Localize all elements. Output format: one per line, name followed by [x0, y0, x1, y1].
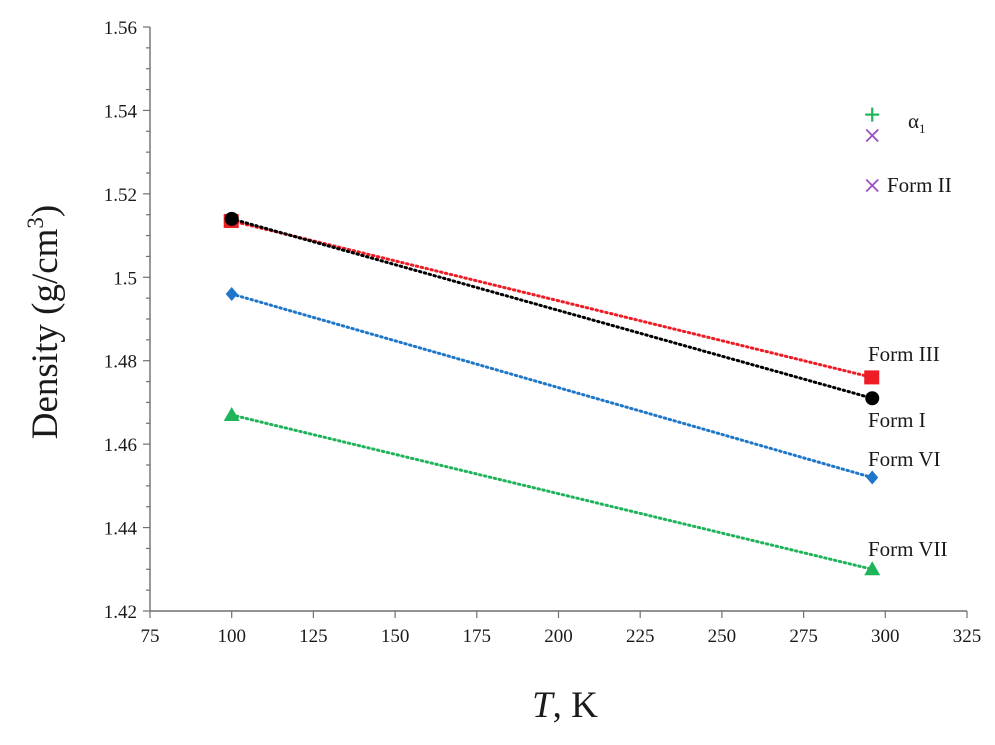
- data-point-diamond: [225, 286, 238, 301]
- series-label-alpha1: α1: [908, 109, 926, 136]
- x-tick-label: 175: [463, 626, 492, 647]
- y-tick-label: 1.44: [104, 519, 138, 540]
- x-tick-label: 325: [953, 626, 982, 647]
- data-point-x: [865, 178, 879, 193]
- data-point-x: [865, 128, 879, 143]
- x-tick-label: 150: [381, 626, 410, 647]
- x-ticks: 75 100 125 150 175 200 225 250 275 300 325: [141, 611, 982, 647]
- series-label-form-iii: Form III: [868, 342, 940, 366]
- plot-lines: [230, 217, 874, 571]
- y-tick-label: 1.54: [104, 101, 138, 122]
- series-line-3: [230, 413, 874, 571]
- series-line-1: [230, 217, 874, 400]
- y-tick-label: 1.56: [104, 18, 137, 39]
- plot-markers: [223, 107, 881, 576]
- series-label-form-ii: Form II: [887, 173, 952, 197]
- x-tick-label: 200: [544, 626, 573, 647]
- data-point-plus: [865, 107, 880, 122]
- x-tick-label: 75: [141, 626, 160, 647]
- x-tick-label: 125: [299, 626, 328, 647]
- x-tick-label: 250: [708, 626, 737, 647]
- y-tick-label: 1.42: [104, 602, 137, 623]
- x-tick-label: 275: [789, 626, 818, 647]
- data-point-diamond: [866, 470, 879, 485]
- y-tick-label: 1.48: [104, 352, 137, 373]
- series-labels: α1 Form II Form III Form I Form VI Form …: [868, 109, 952, 561]
- data-point-circle: [224, 211, 239, 226]
- series-line-2: [230, 292, 874, 480]
- series-line-0: [230, 219, 874, 379]
- series-label-form-vi: Form VI: [868, 447, 941, 471]
- axes: [149, 27, 967, 612]
- x-axis-title: T, K: [532, 685, 598, 726]
- data-point-triangle: [223, 406, 240, 421]
- y-tick-label: 1.46: [104, 435, 137, 456]
- x-tick-label: 300: [871, 626, 900, 647]
- x-tick-label: 225: [626, 626, 655, 647]
- x-tick-label: 100: [217, 626, 246, 647]
- y-ticks: 1.42 1.44 1.46 1.48 1.5 1.52 1.54 1.56: [104, 18, 150, 623]
- data-point-triangle: [864, 561, 881, 576]
- data-point-circle: [865, 391, 880, 406]
- y-tick-label: 1.5: [113, 268, 137, 289]
- series-label-form-i: Form I: [868, 408, 926, 432]
- series-label-form-vii: Form VII: [868, 537, 948, 561]
- data-point-square: [864, 370, 880, 385]
- y-tick-label: 1.52: [104, 185, 137, 206]
- y-axis-title: Density (g/cm3): [23, 205, 66, 439]
